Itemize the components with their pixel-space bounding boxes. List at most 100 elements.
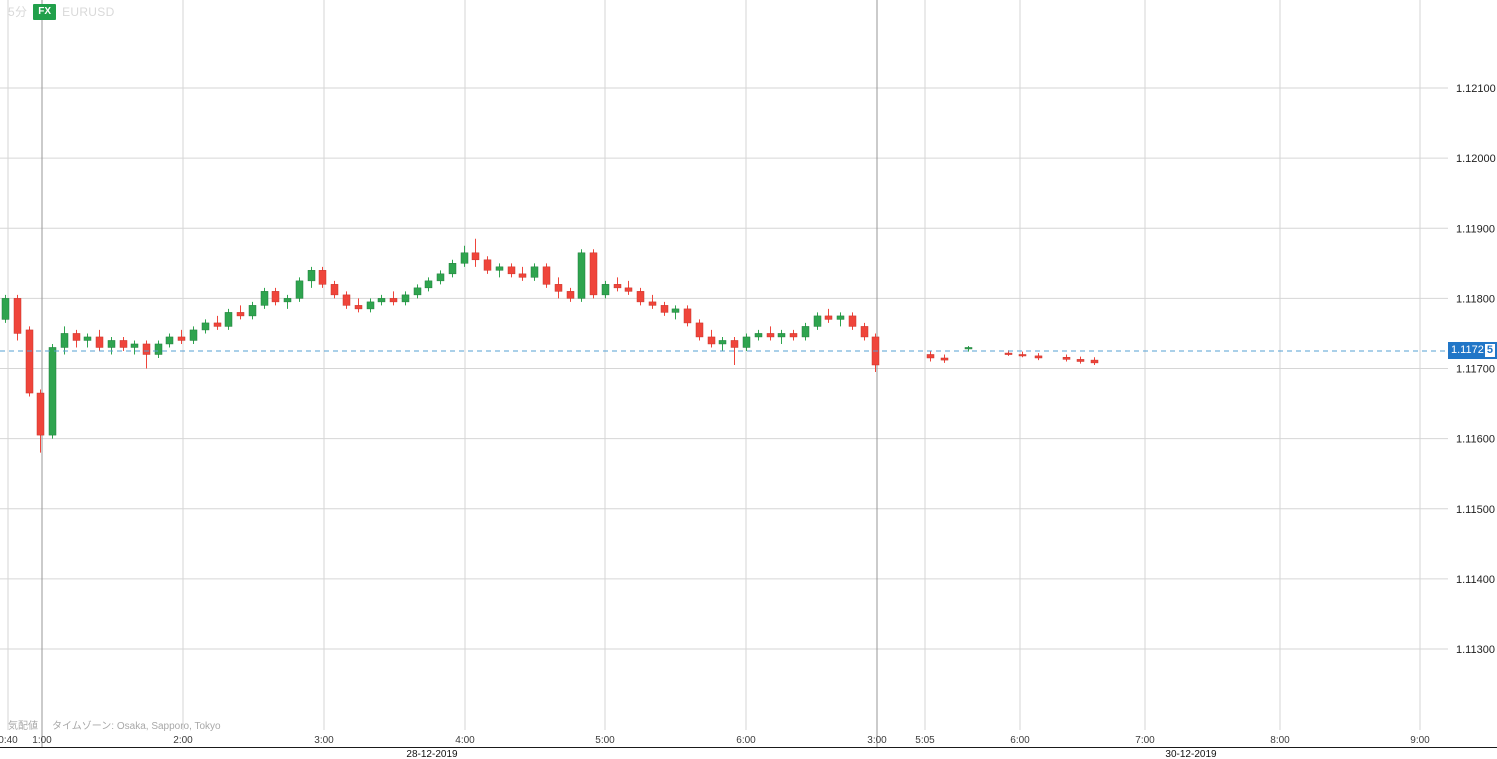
candle-body	[718, 340, 727, 345]
candle	[507, 263, 516, 278]
candle	[707, 329, 716, 348]
candle-body	[507, 266, 516, 275]
candle-body	[1076, 359, 1085, 362]
price-tick-label: 1.11900	[1456, 223, 1495, 235]
candle	[165, 333, 174, 348]
candle	[836, 312, 845, 327]
time-axis-label: 9:00	[1410, 735, 1430, 746]
candle	[366, 298, 375, 313]
candle-body	[283, 298, 292, 303]
candle-body	[964, 347, 973, 350]
candle	[471, 238, 480, 267]
candle-body	[530, 266, 539, 278]
candle	[36, 389, 45, 453]
candle-body	[236, 312, 245, 317]
candle-body	[1004, 352, 1013, 355]
candle	[295, 277, 304, 302]
candle	[330, 280, 339, 299]
candle	[695, 319, 704, 341]
candle	[1, 294, 10, 323]
candle	[789, 329, 798, 341]
candle	[401, 291, 410, 306]
candle-body	[754, 333, 763, 338]
candle-body	[201, 322, 210, 331]
candle-body	[354, 305, 363, 310]
candle	[307, 266, 316, 288]
candle-body	[377, 298, 386, 303]
candle	[801, 322, 810, 341]
price-tick-label: 1.12100	[1456, 83, 1496, 95]
candle	[660, 301, 669, 316]
candle-body	[566, 291, 575, 299]
candle	[354, 298, 363, 313]
price-tick-label: 1.11300	[1456, 644, 1495, 656]
candle-body	[789, 333, 798, 338]
candle-body	[95, 336, 104, 348]
candle	[495, 263, 504, 278]
candle-body	[1090, 359, 1099, 364]
candle	[718, 336, 727, 351]
date-axis-label: 28-12-2019	[406, 749, 458, 759]
candle-body	[742, 336, 751, 348]
candle	[60, 326, 69, 355]
candle-body	[1, 298, 10, 320]
candle-body	[707, 336, 716, 345]
candle-body	[330, 284, 339, 296]
candle-body	[83, 336, 92, 341]
candle	[48, 343, 57, 439]
candle-body	[730, 340, 739, 348]
candle-body	[248, 305, 257, 317]
candle-body	[130, 343, 139, 348]
chart-header: 5分 FX EURUSD	[8, 3, 115, 20]
price-tick-label: 1.11600	[1456, 434, 1495, 446]
candle	[860, 322, 869, 341]
candle	[777, 329, 786, 344]
quotes-tab[interactable]: 気配値	[8, 721, 38, 732]
price-tick-label: 1.12000	[1456, 153, 1496, 165]
candle-body	[813, 315, 822, 327]
candle	[142, 340, 151, 369]
candle	[248, 301, 257, 320]
time-axis-label: 6:00	[1010, 735, 1030, 746]
candle-body	[107, 340, 116, 348]
candlesticks	[1, 238, 1099, 453]
candle-body	[307, 270, 316, 282]
candle-body	[471, 252, 480, 261]
candle-body	[495, 266, 504, 271]
candle	[601, 280, 610, 299]
candle	[624, 280, 633, 295]
time-axis-label: 6:00	[736, 735, 756, 746]
time-scale[interactable]: 0:40 1:00 2:00 3:00 4:00 5:00 6:00 3:00 5:05 6:00…	[0, 735, 1497, 759]
candle	[13, 294, 22, 341]
grid-lines	[0, 0, 1448, 748]
date-axis-label: 30-12-2019	[1165, 749, 1217, 759]
candle-body	[36, 392, 45, 436]
candle	[518, 266, 527, 281]
candle	[224, 308, 233, 330]
candle-body	[636, 291, 645, 303]
candle	[189, 326, 198, 344]
candle	[671, 305, 680, 320]
candle	[483, 256, 492, 274]
time-axis-label: 3:00	[867, 735, 887, 746]
candle	[448, 259, 457, 278]
candle	[683, 305, 692, 327]
candle-body	[271, 291, 280, 303]
timezone-label: タイムゾーン: Osaka, Sapporo, Tokyo	[52, 721, 221, 732]
candle	[424, 277, 433, 292]
footer-bar: 気配値 タイムゾーン: Osaka, Sapporo, Tokyo	[8, 717, 221, 732]
candle	[566, 287, 575, 302]
candle-body	[213, 322, 222, 327]
time-axis-label: 5:05	[915, 735, 935, 746]
candle	[1090, 357, 1099, 365]
price-scale[interactable]: 1.12100 1.12000 1.11900 1.11800 1.11700 1.116…	[1456, 83, 1496, 656]
candle	[25, 326, 34, 397]
candle-body	[1062, 357, 1071, 360]
candle	[577, 249, 586, 302]
candle-body	[648, 301, 657, 306]
candle	[95, 329, 104, 351]
candle	[766, 326, 775, 341]
candle-body	[777, 333, 786, 338]
